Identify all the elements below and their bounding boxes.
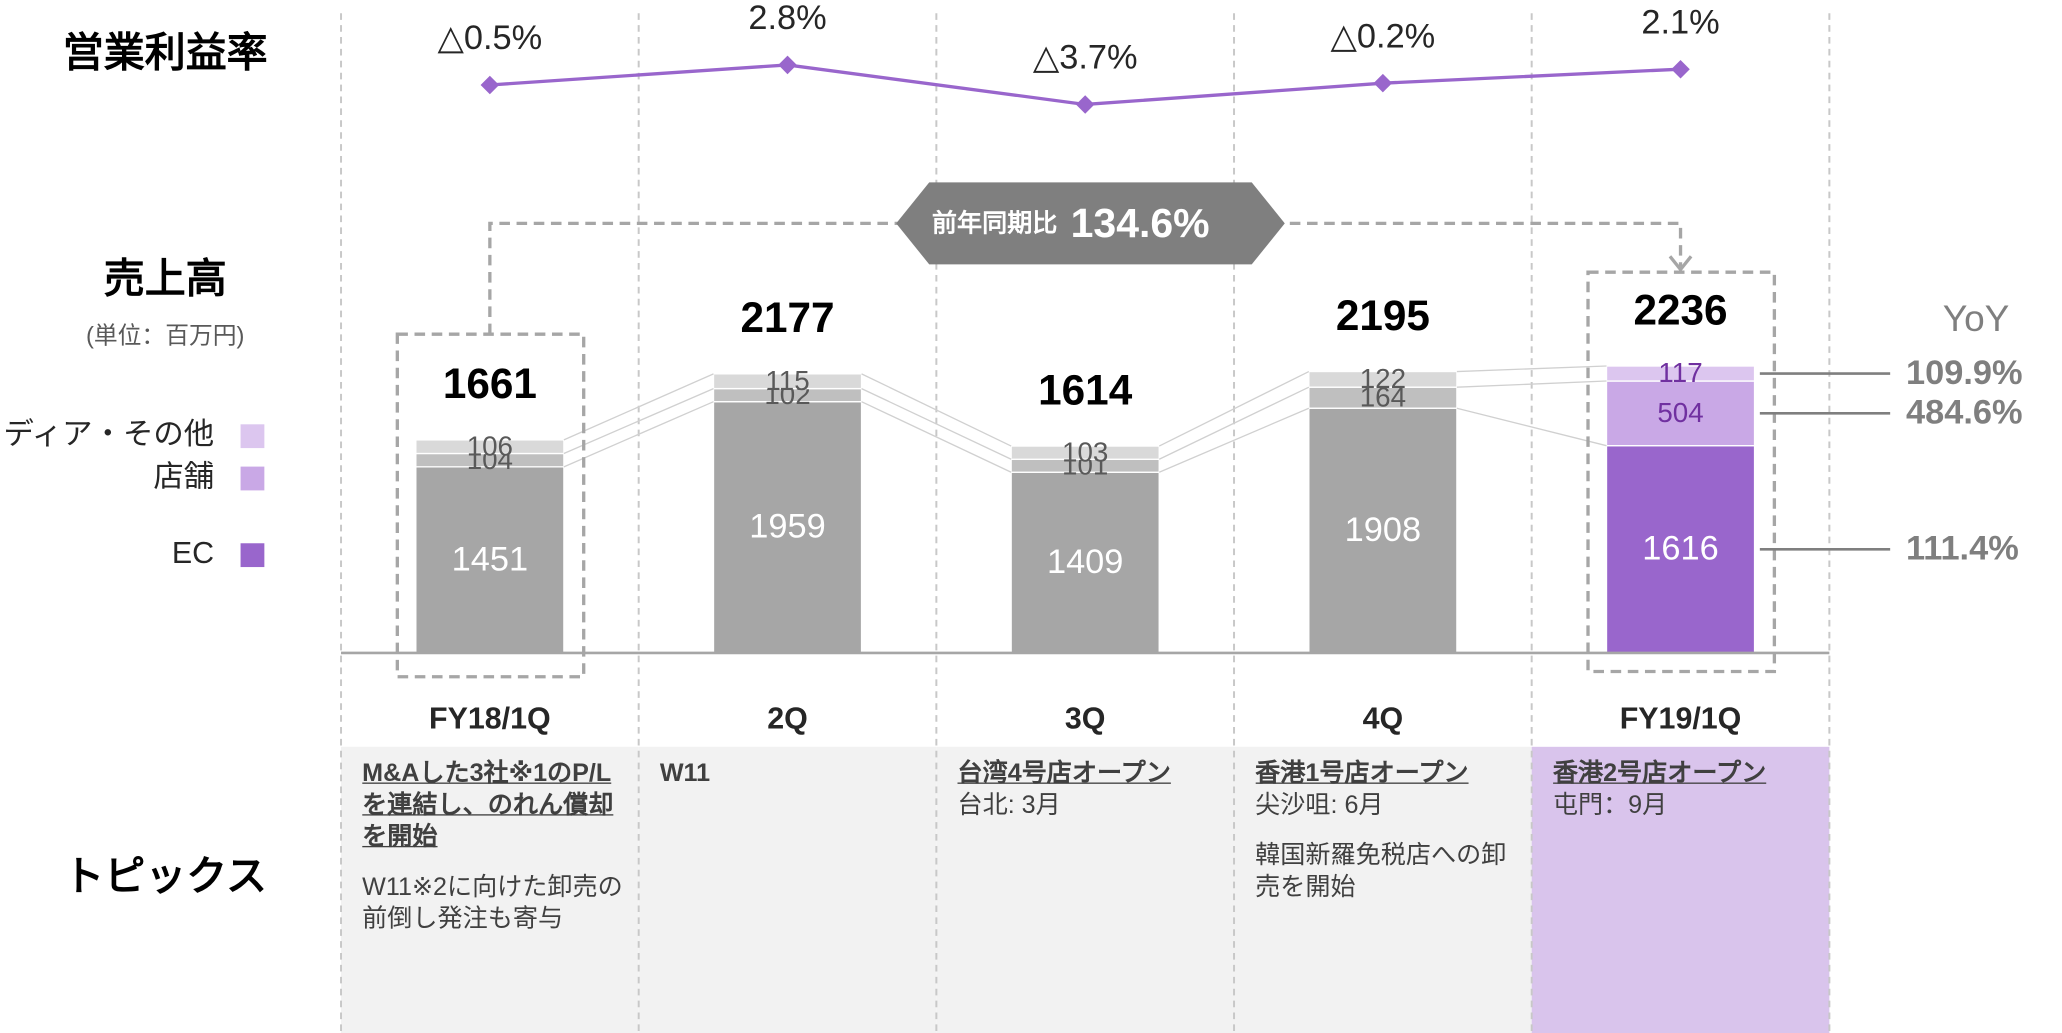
- margin-point: [480, 75, 500, 95]
- segment-label: 1409: [1047, 543, 1123, 581]
- segment-label: 504: [1657, 397, 1703, 428]
- bar-connector: [861, 401, 1012, 473]
- topic-body: 尖沙咀: 6月: [1255, 791, 1384, 820]
- highlight-box: [1586, 270, 1777, 674]
- bar-connector: [1158, 407, 1310, 473]
- total-label: 2195: [1336, 292, 1430, 339]
- bar-connector: [1456, 380, 1607, 388]
- comparison-arrow: [1668, 255, 1693, 273]
- margin-point: [1373, 73, 1393, 93]
- yoy-label: 109.9%: [1906, 354, 2023, 392]
- sales-unit: (単位：百万円): [86, 322, 245, 349]
- bar-segment: [1308, 407, 1458, 654]
- total-label: 2236: [1633, 286, 1727, 333]
- topic-body: 屯門：9月: [1552, 791, 1668, 820]
- segment-label: 1451: [452, 540, 528, 578]
- segment-label: 1616: [1642, 530, 1718, 568]
- topic-body: 台北: 3月: [957, 791, 1061, 820]
- bar-connector: [1158, 386, 1310, 460]
- topic-heading: W11: [659, 760, 711, 788]
- topic-background: [1531, 746, 1830, 1033]
- bar-connector: [1158, 370, 1310, 447]
- bar-segment: [1605, 445, 1756, 654]
- topic-heading: 香港2号店オープン: [1552, 760, 1767, 788]
- margin-label: △0.2%: [1330, 17, 1435, 55]
- category-label: 2Q: [767, 701, 808, 735]
- bar-segment: [1010, 445, 1160, 460]
- topic-heading: M&Aした3社※1のP/Lを連結し、のれん償却を開始: [362, 760, 614, 852]
- topic-background: [936, 746, 1235, 1033]
- bar-segment: [712, 401, 863, 654]
- sales-title: 売上高: [104, 255, 227, 301]
- comparison-value: 134.6%: [1071, 200, 1210, 246]
- total-label: 1614: [1038, 366, 1133, 413]
- bar-connector: [861, 373, 1012, 447]
- segment-label: 117: [1658, 357, 1702, 388]
- topic-text: 香港1号店オープン 尖沙咀: 6月韓国新羅免税店への卸売を開始: [1255, 759, 1518, 904]
- category-label: FY18/1Q: [429, 701, 551, 735]
- topic-cell: W11: [660, 759, 923, 791]
- bar-connector: [563, 401, 714, 468]
- topic-heading: 台湾4号店オープン: [957, 760, 1171, 788]
- comparison-label: 前年同期比: [932, 208, 1058, 237]
- segment-label: 103: [1062, 436, 1108, 467]
- topic-background: [1234, 746, 1532, 1033]
- segment-label: 115: [765, 365, 809, 396]
- category-label: 3Q: [1065, 701, 1106, 735]
- yoy-label: 111.4%: [1906, 530, 2019, 568]
- topic-body: 韓国新羅免税店への卸売を開始: [1255, 841, 1507, 902]
- margin-label: △3.7%: [1033, 39, 1138, 77]
- segment-label: 122: [1360, 363, 1406, 394]
- total-label: 1661: [443, 360, 537, 407]
- bar-segment: [415, 466, 565, 654]
- category-label: FY19/1Q: [1620, 701, 1742, 735]
- legend-label: メディア・その他: [0, 417, 214, 451]
- topic-background: [638, 746, 937, 1033]
- legend-swatch: [240, 424, 265, 449]
- topic-heading: 香港1号店オープン: [1255, 760, 1469, 788]
- bar-connector: [861, 387, 1012, 460]
- bar-segment: [1605, 365, 1756, 382]
- topic-background: [341, 746, 639, 1033]
- margin-title: 営業利益率: [63, 29, 268, 75]
- category-label: 4Q: [1363, 701, 1404, 735]
- margin-label: 2.8%: [748, 0, 826, 37]
- margin-label: 2.1%: [1641, 3, 1719, 41]
- bar-connector: [1456, 365, 1607, 373]
- bar-segment: [712, 373, 863, 390]
- topic-body: W11※2に向けた卸売の前倒し発注も寄与: [362, 873, 623, 934]
- segment-label: 106: [467, 430, 513, 461]
- topics-title: トピックス: [63, 853, 267, 899]
- total-label: 2177: [740, 294, 834, 341]
- topic-text: W11: [660, 759, 923, 791]
- bar-connector: [563, 387, 714, 455]
- bar-segment: [1605, 380, 1756, 447]
- margin-label: △0.5%: [437, 19, 542, 57]
- segment-label: 1959: [749, 508, 825, 546]
- bar-connector: [1456, 407, 1607, 447]
- margin-point: [1671, 59, 1690, 79]
- topic-text: 台湾4号店オープン 台北: 3月: [957, 759, 1220, 822]
- legend-swatch: [240, 466, 265, 491]
- topic-cell: M&Aした3社※1のP/Lを連結し、のれん償却を開始 W11※2に向けた卸売の前倒…: [362, 759, 625, 936]
- yoy-title: YoY: [1943, 297, 2010, 339]
- bar-segment: [1308, 370, 1458, 388]
- legend-label: 店舗: [153, 460, 214, 494]
- segment-label: 1908: [1345, 511, 1421, 549]
- yoy-label: 484.6%: [1906, 394, 2023, 432]
- bar-segment: [415, 439, 565, 455]
- comparison-badge: [896, 182, 1285, 265]
- legend-swatch: [240, 543, 265, 568]
- bar-connector: [563, 373, 714, 441]
- topic-text: 香港2号店オープン 屯門：9月: [1553, 759, 1816, 822]
- legend-label: EC: [172, 536, 214, 570]
- margin-point: [1075, 95, 1095, 114]
- topic-text: M&Aした3社※1のP/Lを連結し、のれん償却を開始 W11※2に向けた卸売の前倒…: [362, 759, 625, 936]
- margin-point: [778, 55, 797, 75]
